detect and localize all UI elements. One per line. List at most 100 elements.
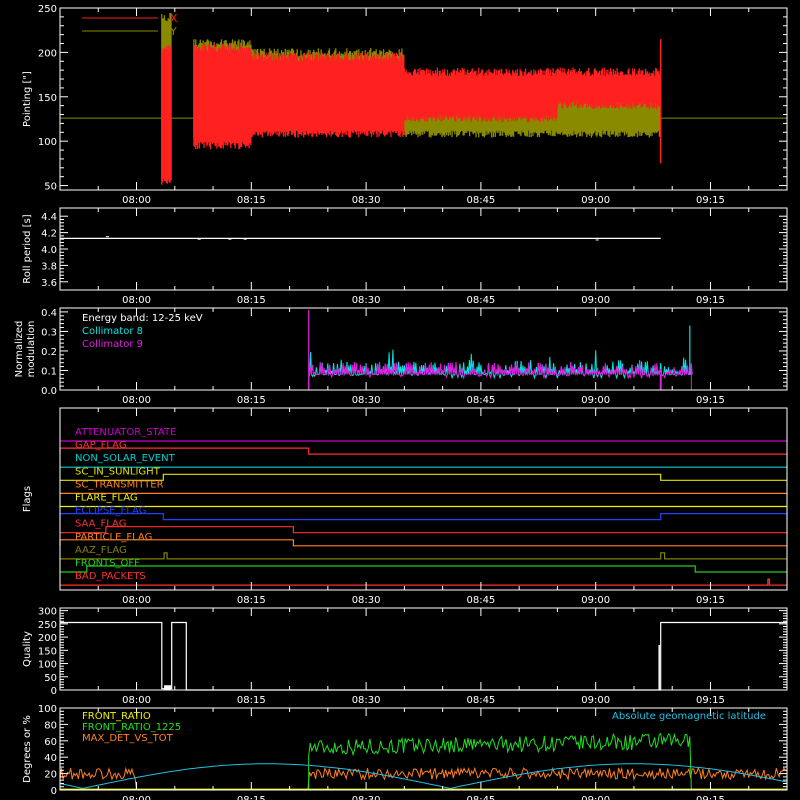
y-tick-label: 50: [44, 673, 57, 684]
x-tick-label: 08:45: [466, 795, 495, 800]
flag-label: SC_TRANSMITTER: [75, 479, 164, 490]
panel-frame: [59, 7, 788, 191]
x-tick-label: 08:00: [122, 595, 151, 606]
panel-3-axes: 08:00 08:15 08:30 08:45 09:00 09:15 0.0 0.1 0.2 0…: [41, 307, 788, 406]
y-tick-label: 150: [38, 646, 57, 657]
flag-trace: [60, 578, 787, 586]
y-tick-label: 0.1: [41, 366, 57, 377]
flag-label: ECLIPSE_FLAG: [75, 506, 146, 517]
y-tick-label: 0.3: [41, 327, 57, 338]
legend-label: MAX_DET_VS_TOT: [82, 733, 174, 744]
x-tick-label: 08:00: [122, 695, 151, 706]
x-tick-label: 08:15: [237, 795, 266, 800]
panel-2-axes: 08:00 08:15 08:30 08:45 09:00 09:15 3.6 3.8 4.0 4…: [41, 207, 788, 306]
ratio-ylabel: Degrees or %: [22, 715, 33, 783]
y-tick-label: 50: [44, 182, 57, 193]
flag-trace: [60, 526, 787, 534]
x-tick-label: 09:00: [581, 395, 610, 406]
quality-plot: [60, 621, 787, 691]
y-tick-label: 250: [38, 4, 57, 15]
x-tick-label: 09:00: [581, 195, 610, 206]
x-tick-label: 08:15: [237, 595, 266, 606]
y-tick-label: 0: [51, 786, 57, 797]
x-tick-label: 09:15: [696, 195, 725, 206]
y-tick-label: 3.8: [41, 261, 57, 272]
x-tick-label: 08:30: [352, 295, 381, 306]
y-tick-label: 40: [44, 753, 57, 764]
x-tick-label: 08:45: [466, 295, 495, 306]
x-tick-label: 08:15: [237, 195, 266, 206]
x-tick-label: 08:15: [237, 295, 266, 306]
pointing-plot: [60, 13, 787, 185]
x-tick-label: 09:00: [581, 795, 610, 800]
legend-label: Absolute geomagnetic latitude: [612, 711, 766, 722]
pointing-legend: XY: [82, 12, 178, 38]
x-tick-label: 08:30: [352, 695, 381, 706]
x-tick-label: 09:00: [581, 595, 610, 606]
ratio-series-1225: [308, 732, 692, 791]
flag-label: BAD_PACKETS: [75, 571, 146, 582]
ratio-legend: FRONT_RATIOFRONT_RATIO_1225MAX_DET_VS_TO…: [82, 711, 766, 744]
panel-frame: [59, 607, 788, 691]
flag-label: ATTENUATOR_STATE: [75, 427, 176, 438]
pointing-series-x: [161, 43, 661, 185]
y-tick-label: 200: [38, 48, 57, 59]
roll-period-plot: [60, 236, 661, 241]
flag-label: FRONTS_OFF: [75, 558, 140, 569]
x-tick-label: 08:45: [466, 195, 495, 206]
x-tick-label: 09:15: [696, 395, 725, 406]
panel-frame: [59, 207, 788, 291]
y-tick-label: 150: [38, 93, 57, 104]
y-tick-label: 3.6: [41, 278, 57, 289]
x-tick-label: 08:00: [122, 795, 151, 800]
y-tick-label: 200: [38, 633, 57, 644]
y-tick-label: 100: [38, 704, 57, 715]
x-tick-label: 08:30: [352, 395, 381, 406]
y-tick-label: 250: [38, 620, 57, 631]
modulation-ylabel: Normalized: [14, 321, 25, 378]
pointing-ylabel: Pointing ["]: [22, 71, 33, 127]
x-tick-label: 09:00: [581, 695, 610, 706]
flag-trace: [59, 539, 787, 547]
x-tick-label: 08:45: [466, 595, 495, 606]
y-tick-label: 100: [38, 660, 57, 671]
panel-1-axes: 08:00 08:15 08:30 08:45 09:00 09:15 50 100 150 20…: [38, 4, 788, 206]
x-tick-label: 09:15: [696, 595, 725, 606]
x-tick-label: 09:00: [581, 295, 610, 306]
y-tick-label: 4.2: [41, 229, 57, 240]
modulation-series: [308, 349, 693, 391]
flag-trace: [60, 473, 787, 481]
flag-label: PARTICLE_FLAG: [75, 532, 152, 543]
flag-label: NON_SOLAR_EVENT: [75, 453, 176, 464]
y-tick-label: 4.0: [41, 245, 57, 256]
legend-label: Y: [169, 25, 177, 38]
panel-frame: [59, 707, 788, 791]
x-tick-label: 08:30: [352, 195, 381, 206]
quality-ylabel: Quality: [22, 631, 33, 667]
panel-6-axes: 08:00 08:15 08:30 08:45 09:00 09:15 0 20 40 60 80 1…: [38, 704, 788, 800]
x-tick-label: 08:45: [466, 695, 495, 706]
legend-label: X: [170, 12, 178, 25]
quality-series: [60, 621, 787, 691]
y-tick-label: 0.2: [41, 347, 57, 358]
flag-label: SAA_FLAG: [75, 519, 126, 530]
x-tick-label: 09:15: [696, 795, 725, 800]
y-tick-label: 0.4: [41, 308, 57, 319]
flag-trace: [60, 565, 787, 573]
quality-bump: [164, 685, 171, 690]
flag-trace: [60, 552, 787, 560]
x-tick-label: 08:15: [237, 695, 266, 706]
x-tick-label: 08:00: [122, 295, 151, 306]
ratio-series-latitude: [59, 763, 788, 789]
modulation-series: [308, 361, 693, 391]
panel-frame: [59, 407, 788, 591]
flag-label: SC_IN_SUNLIGHT: [75, 466, 161, 477]
modulation-ylabel: modulation: [26, 321, 37, 378]
y-tick-label: 100: [38, 137, 57, 148]
modulation-legend: Energy band: 12-25 keV Collimator 8 Collim…: [82, 313, 203, 350]
panel-5-axes: 08:00 08:15 08:30 08:45 09:00 09:15 0 50 100 150 2…: [38, 607, 788, 706]
flag-label: GAP_FLAG: [75, 440, 127, 451]
roll-period-ylabel: Roll period [s]: [22, 214, 33, 283]
